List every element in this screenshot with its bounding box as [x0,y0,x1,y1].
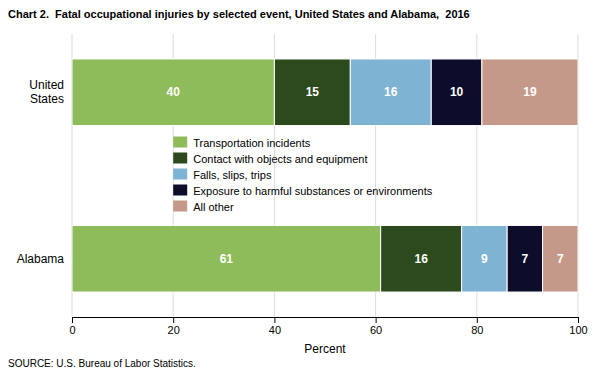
x-tick-label: 0 [69,324,75,336]
legend-label: Transportation incidents [193,137,310,149]
series [72,59,381,292]
legend-label: All other [193,201,234,213]
bar [507,225,542,292]
x-axis-title: Percent [304,342,346,356]
y-tick-label: Alabama [17,252,65,266]
legend: Transportation incidents Contact with obj… [173,137,433,213]
data-label: 19 [523,85,537,99]
x-tick-label: 80 [471,324,483,336]
legend-item: Contact with objects and equipment [173,153,367,165]
x-tick-label: 40 [269,324,281,336]
chart: Chart 2. Fatal occupational injuries by … [0,0,600,373]
legend-swatch [173,185,187,196]
data-label: 16 [414,252,428,266]
x-tick-mark [274,317,275,323]
x-tick: 100 [569,317,587,336]
data-label: 40 [167,85,181,99]
data-label: 7 [557,252,564,266]
data-label: 61 [220,252,234,266]
y-axis: UnitedStates Alabama [17,78,65,265]
y-tick-label: UnitedStates [29,78,64,106]
series [482,59,578,292]
legend-item: Transportation incidents [173,137,310,149]
x-tick-label: 20 [168,324,180,336]
legend-item: Falls, slips, trips [173,169,272,181]
data-labels: 40 61 15 16 16 9 10 7 19 7 [167,85,564,265]
bar [72,59,274,126]
data-label: 7 [522,252,529,266]
legend-swatch [173,137,187,148]
x-tick-label: 100 [569,324,587,336]
data-label: 10 [450,85,464,99]
data-label: 9 [481,252,488,266]
bar [381,225,462,292]
legend-swatch [173,169,187,180]
x-tick: 60 [370,317,382,336]
x-tick: 80 [471,317,483,336]
legend-label: Falls, slips, trips [193,169,272,181]
bar [431,59,482,126]
x-tick-mark [578,317,579,323]
x-tick-mark [173,317,174,323]
x-axis-line [73,318,579,324]
y-tick: Alabama [17,252,65,266]
grid [72,34,578,317]
x-tick-mark [477,317,478,323]
legend-swatch [173,153,187,164]
bar [462,225,508,292]
bars [72,59,578,292]
title: Chart 2. Fatal occupational injuries by … [8,8,470,20]
legend-label: Exposure to harmful substances or enviro… [193,185,433,197]
bar [543,225,578,292]
bar [72,225,381,292]
plot: 40 61 15 16 16 9 10 7 19 7 0 20 40 60 80 100 Percent Unit… [17,34,588,356]
x-tick: 20 [168,317,180,336]
y-tick: UnitedStates [29,78,64,106]
x-tick-mark [72,317,73,323]
bar [350,59,431,126]
x-axis: 0 20 40 60 80 100 [69,317,587,336]
data-label: 16 [384,85,398,99]
x-tick-label: 60 [370,324,382,336]
legend-item: Exposure to harmful substances or enviro… [173,185,433,197]
x-tick: 40 [269,317,281,336]
x-tick: 0 [69,317,75,336]
bar [274,59,350,126]
x-tick-mark [376,317,377,323]
legend-swatch [173,201,187,212]
legend-item: All other [173,201,234,213]
source: SOURCE: U.S. Bureau of Labor Statistics. [8,358,196,369]
data-label: 15 [306,85,320,99]
bar [482,59,578,126]
legend-label: Contact with objects and equipment [193,153,367,165]
